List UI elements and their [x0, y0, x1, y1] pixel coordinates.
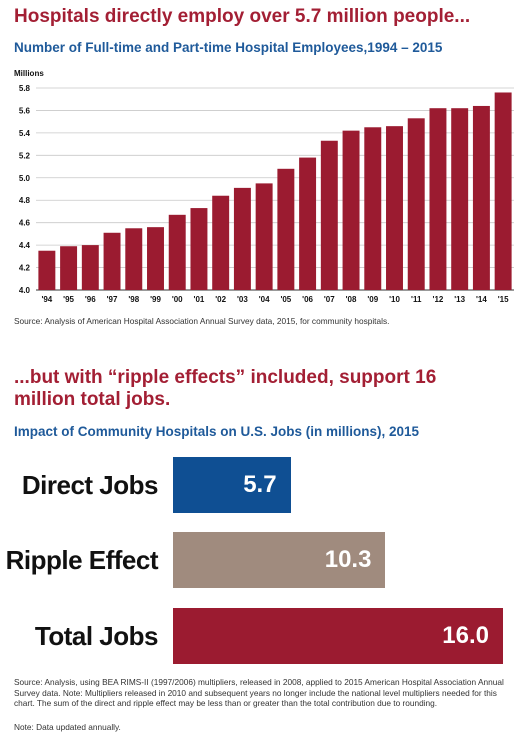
x-tick-label: '15	[498, 295, 509, 304]
y-tick-label: 4.2	[19, 264, 31, 273]
x-tick-label: '95	[63, 295, 74, 304]
bar	[190, 208, 208, 290]
bar: 10.3	[173, 532, 386, 588]
x-tick-label: '00	[172, 295, 183, 304]
bar	[38, 250, 56, 290]
bar	[233, 187, 251, 290]
bar	[320, 140, 338, 290]
bar	[386, 126, 403, 291]
update-note: Note: Data updated annually.	[14, 722, 121, 732]
bar	[451, 108, 469, 290]
x-tick-label: '99	[150, 295, 161, 304]
value-label: 10.3	[324, 546, 372, 573]
x-tick-label: '05	[280, 295, 291, 304]
x-tick-label: '10	[389, 295, 400, 304]
chart1-title: Number of Full-time and Part-time Hospit…	[14, 40, 443, 55]
x-tick-labels: '94 '95 '96 '97 '98 '99 '00 '01 '02 '03 '04 '05 '06 '…	[41, 295, 509, 304]
bar	[299, 157, 317, 290]
x-tick-label: '11	[411, 295, 422, 304]
headline-direct-employment: Hospitals directly employ over 5.7 milli…	[14, 6, 471, 27]
x-tick-label: '13	[454, 295, 465, 304]
employees-bar-chart: Millions 4.04.24.44.64.85.05.25.45.65.8 …	[14, 69, 514, 304]
chart2-source: Source: Analysis, using BEA RIMS-II (199…	[14, 677, 504, 708]
chart2-title: Impact of Community Hospitals on U.S. Jo…	[14, 424, 420, 439]
y-tick-label: 4.8	[19, 196, 31, 205]
x-tick-label: '04	[259, 295, 270, 304]
y-tick-label: 5.6	[19, 106, 31, 115]
bar: 16.0	[173, 608, 503, 664]
bar	[407, 118, 425, 290]
category-label: Total Jobs	[34, 621, 159, 651]
value-label: 5.7	[243, 471, 277, 498]
x-tick-label: '98	[128, 295, 139, 304]
x-tick-label: '96	[85, 295, 96, 304]
chart1-source: Source: Analysis of American Hospital As…	[14, 316, 390, 326]
category-label: Ripple Effect	[5, 545, 159, 575]
x-tick-label: '14	[476, 295, 487, 304]
bar	[364, 127, 382, 291]
x-tick-label: '09	[367, 295, 378, 304]
bar	[494, 92, 512, 290]
y-tick-label: 5.4	[19, 129, 31, 138]
y-tick-label: 4.0	[19, 286, 31, 295]
x-tick-label: '08	[346, 295, 357, 304]
y-tick-label: 4.6	[19, 219, 31, 228]
bar	[147, 227, 164, 290]
bar	[125, 228, 143, 290]
bar	[60, 246, 78, 290]
y-tick-labels: 4.0 4.2 4.4 4.6 4.8 5.0 5.2 5.4 5.6 5.8	[19, 84, 31, 295]
bar	[472, 105, 490, 290]
bars	[38, 92, 512, 291]
bar	[81, 245, 99, 290]
bar	[168, 214, 186, 290]
bar	[255, 183, 273, 290]
bar	[212, 195, 230, 290]
category-label: Direct Jobs	[21, 470, 159, 500]
headline-ripple-effects: ...but with “ripple effects” included, s…	[14, 367, 437, 410]
y-tick-label: 4.4	[19, 241, 31, 250]
x-tick-label: '03	[237, 295, 248, 304]
x-tick-label: '97	[107, 295, 118, 304]
y-axis-unit-label: Millions	[14, 69, 44, 78]
x-tick-label: '94	[41, 295, 52, 304]
x-tick-label: '06	[302, 295, 313, 304]
bar	[429, 108, 447, 290]
bar	[342, 130, 360, 290]
y-tick-label: 5.2	[19, 151, 31, 160]
x-tick-label: '12	[433, 295, 444, 304]
y-tick-label: 5.0	[19, 174, 31, 183]
x-tick-label: '07	[324, 295, 335, 304]
bar	[103, 232, 121, 290]
x-tick-label: '01	[194, 295, 205, 304]
y-tick-label: 5.8	[19, 84, 31, 93]
bar: 5.7	[173, 457, 291, 513]
value-label: 16.0	[442, 622, 489, 649]
x-tick-label: '02	[215, 295, 226, 304]
bar	[277, 168, 295, 290]
